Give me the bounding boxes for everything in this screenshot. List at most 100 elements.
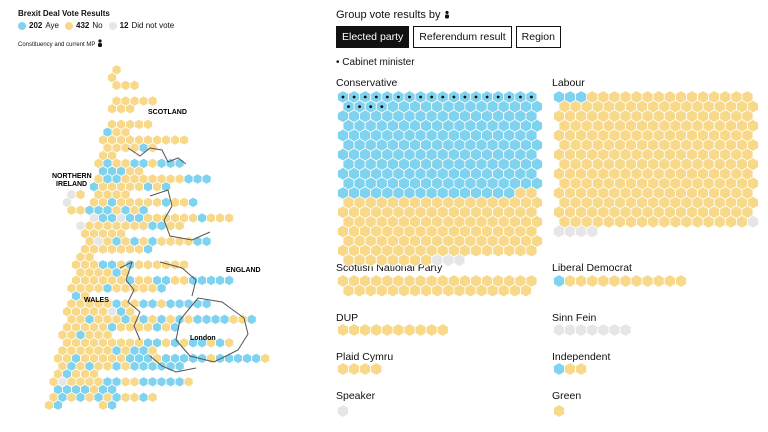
mp-hex-no[interactable] [564, 274, 576, 288]
mp-hex-no[interactable] [381, 323, 394, 337]
constituency-hex-no[interactable] [129, 79, 140, 92]
mp-hex-no[interactable] [520, 283, 532, 298]
mp-hex-no[interactable] [597, 274, 610, 288]
mp-hex-dnv[interactable] [608, 323, 621, 337]
mp-hex-no[interactable] [364, 253, 377, 268]
mp-hex-no[interactable] [575, 362, 588, 376]
constituency-hex-no[interactable] [147, 95, 158, 107]
hex-group-sinn-fein[interactable] [553, 323, 632, 337]
constituency-hex-no[interactable] [260, 352, 271, 365]
mp-hex-no[interactable] [364, 283, 377, 298]
mp-hex-no[interactable] [553, 404, 565, 418]
mp-hex-no[interactable] [425, 323, 438, 337]
constituency-hex-aye[interactable] [107, 399, 117, 411]
mp-hex-no[interactable] [442, 283, 455, 298]
mp-hex-no[interactable] [702, 214, 715, 229]
mp-hex-no[interactable] [464, 283, 477, 298]
constituency-hex-aye[interactable] [201, 173, 212, 185]
mp-hex-no[interactable] [420, 283, 433, 298]
constituency-hex-aye[interactable] [246, 313, 257, 326]
constituency-hex-no[interactable] [224, 337, 235, 349]
constituency-hex-aye[interactable] [143, 243, 154, 255]
mp-hex-no[interactable] [342, 283, 355, 298]
mp-hex-no[interactable] [691, 214, 704, 229]
mp-hex-no[interactable] [614, 214, 626, 229]
mp-hex-no[interactable] [353, 253, 366, 268]
mp-hex-no[interactable] [675, 274, 687, 288]
mp-hex-dnv[interactable] [575, 323, 588, 337]
mp-hex-no[interactable] [409, 283, 422, 298]
constituency-hex-aye[interactable] [156, 282, 167, 294]
mp-hex-no[interactable] [636, 214, 649, 229]
hex-group-libdem[interactable] [553, 274, 687, 288]
mp-hex-no[interactable] [724, 214, 737, 229]
mp-hex-no[interactable] [397, 253, 410, 268]
mp-hex-no[interactable] [514, 243, 527, 258]
mp-hex-no[interactable] [431, 283, 444, 298]
mp-hex-no[interactable] [508, 283, 521, 298]
mp-hex-dnv[interactable] [586, 224, 599, 239]
mp-hex-no[interactable] [486, 283, 499, 298]
hex-group-labour[interactable] [553, 90, 759, 239]
mp-hex-no[interactable] [630, 274, 643, 288]
mp-hex-no[interactable] [359, 323, 372, 337]
mp-hex-dnv[interactable] [564, 224, 576, 239]
mp-hex-no[interactable] [453, 283, 466, 298]
constituency-hex-aye[interactable] [170, 321, 181, 333]
hex-group-snp[interactable] [337, 274, 538, 298]
mp-hex-no[interactable] [370, 362, 383, 376]
mp-hex-no[interactable] [647, 214, 660, 229]
mp-hex-no[interactable] [370, 323, 383, 337]
hex-group-conservative[interactable] [337, 90, 543, 268]
constituency-hex-no[interactable] [125, 103, 136, 115]
mp-hex-no[interactable] [375, 283, 388, 298]
hex-group-dup[interactable] [337, 323, 449, 337]
mp-hex-no[interactable] [470, 243, 483, 258]
tab-referendum-result[interactable]: Referendum result [413, 26, 512, 48]
mp-hex-no[interactable] [420, 253, 433, 268]
mp-hex-no[interactable] [564, 362, 576, 376]
constituency-hex-aye[interactable] [201, 235, 212, 248]
mp-hex-no[interactable] [337, 362, 349, 376]
mp-hex-no[interactable] [337, 323, 349, 337]
mp-hex-no[interactable] [386, 283, 399, 298]
mp-hex-no[interactable] [503, 243, 516, 258]
mp-hex-no[interactable] [481, 243, 494, 258]
mp-hex-dnv[interactable] [747, 214, 759, 229]
hex-group-speaker[interactable] [337, 404, 349, 418]
tab-elected-party[interactable]: Elected party [336, 26, 410, 48]
mp-hex-no[interactable] [409, 253, 422, 268]
constituency-hex-aye[interactable] [188, 196, 199, 209]
mp-hex-no[interactable] [625, 214, 637, 229]
constituency-hex-no[interactable] [143, 118, 154, 131]
mp-hex-no[interactable] [348, 362, 361, 376]
mp-hex-dnv[interactable] [575, 224, 588, 239]
constituency-hex-aye[interactable] [201, 298, 212, 310]
mp-hex-no[interactable] [353, 283, 366, 298]
mp-hex-no[interactable] [497, 283, 510, 298]
constituency-hex-no[interactable] [224, 212, 235, 224]
constituency-hex-aye[interactable] [224, 274, 235, 287]
constituency-hex-no[interactable] [147, 391, 158, 404]
mp-hex-dnv[interactable] [453, 253, 466, 268]
mp-hex-aye[interactable] [553, 274, 565, 288]
mp-hex-no[interactable] [608, 274, 621, 288]
mp-hex-dnv[interactable] [553, 323, 565, 337]
mp-hex-no[interactable] [575, 274, 588, 288]
mp-hex-dnv[interactable] [564, 323, 576, 337]
mp-hex-no[interactable] [359, 362, 372, 376]
constituency-hex-no[interactable] [174, 220, 185, 232]
mp-hex-dnv[interactable] [553, 224, 565, 239]
mp-hex-no[interactable] [652, 274, 665, 288]
mp-hex-dnv[interactable] [337, 404, 349, 418]
mp-hex-dnv[interactable] [442, 253, 455, 268]
hex-group-green[interactable] [553, 404, 565, 418]
mp-hex-no[interactable] [392, 323, 405, 337]
mp-hex-no[interactable] [386, 253, 399, 268]
mp-hex-no[interactable] [414, 323, 427, 337]
mp-hex-dnv[interactable] [431, 253, 444, 268]
mp-hex-no[interactable] [525, 243, 538, 258]
mp-hex-no[interactable] [619, 274, 632, 288]
constituency-hex-aye[interactable] [53, 399, 63, 411]
mp-hex-no[interactable] [641, 274, 654, 288]
